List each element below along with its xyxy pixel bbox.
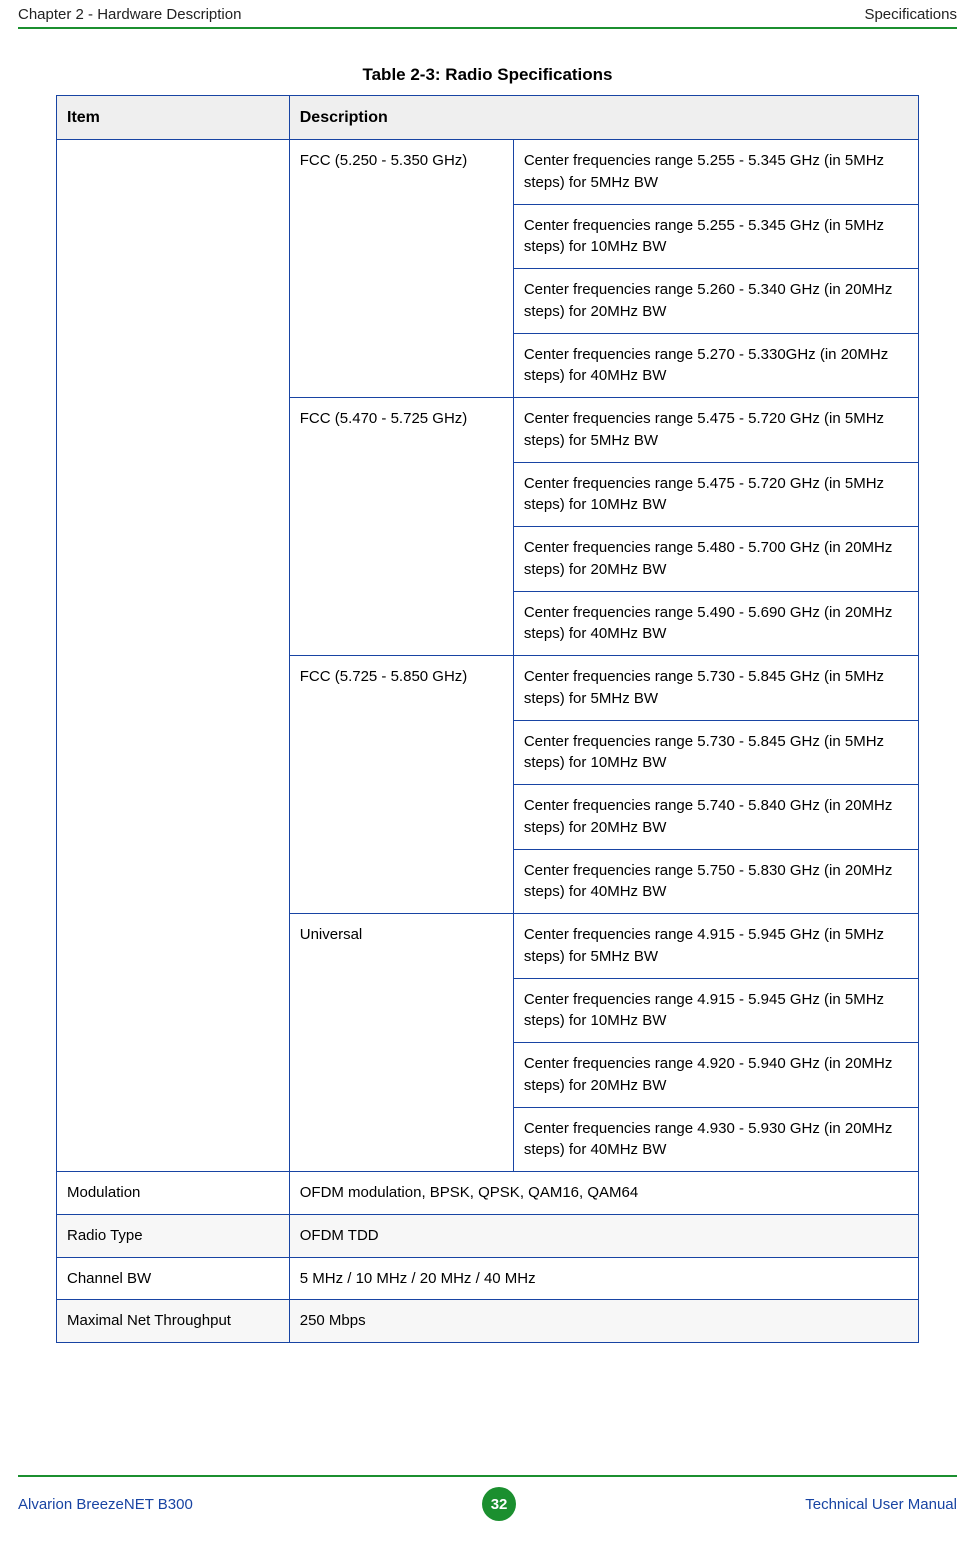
table-body: FCC (5.250 - 5.350 GHz)Center frequencie… [57, 140, 919, 1343]
footer-rule [18, 1475, 957, 1477]
desc-cell: Center frequencies range 5.270 - 5.330GH… [513, 333, 918, 398]
desc-cell: Center frequencies range 5.490 - 5.690 G… [513, 591, 918, 656]
band-cell: FCC (5.250 - 5.350 GHz) [289, 140, 513, 398]
page-number-badge: 32 [482, 1487, 516, 1521]
item-cell-empty [57, 140, 290, 1172]
desc-cell: Center frequencies range 5.475 - 5.720 G… [513, 398, 918, 463]
desc-cell: Center frequencies range 5.730 - 5.845 G… [513, 720, 918, 785]
col-header-item: Item [57, 96, 290, 140]
footer-row: Alvarion BreezeNET B300 32 Technical Use… [0, 1487, 975, 1521]
desc-cell: 250 Mbps [289, 1300, 918, 1343]
desc-cell: Center frequencies range 5.260 - 5.340 G… [513, 269, 918, 334]
table-row: Channel BW5 MHz / 10 MHz / 20 MHz / 40 M… [57, 1257, 919, 1300]
desc-cell: Center frequencies range 4.930 - 5.930 G… [513, 1107, 918, 1172]
header-right: Specifications [864, 6, 957, 23]
content-area: Table 2-3: Radio Specifications Item Des… [0, 29, 975, 1343]
desc-cell: 5 MHz / 10 MHz / 20 MHz / 40 MHz [289, 1257, 918, 1300]
desc-cell: Center frequencies range 5.255 - 5.345 G… [513, 204, 918, 269]
page-header: Chapter 2 - Hardware Description Specifi… [0, 0, 975, 27]
band-cell: Universal [289, 914, 513, 1172]
item-cell: Radio Type [57, 1214, 290, 1257]
table-header-row: Item Description [57, 96, 919, 140]
item-cell: Maximal Net Throughput [57, 1300, 290, 1343]
desc-cell: OFDM modulation, BPSK, QPSK, QAM16, QAM6… [289, 1172, 918, 1215]
desc-cell: Center frequencies range 4.915 - 5.945 G… [513, 914, 918, 979]
page-root: Chapter 2 - Hardware Description Specifi… [0, 0, 975, 1545]
col-header-description: Description [289, 96, 918, 140]
desc-cell: Center frequencies range 4.915 - 5.945 G… [513, 978, 918, 1043]
desc-cell: Center frequencies range 5.730 - 5.845 G… [513, 656, 918, 721]
spec-table: Item Description FCC (5.250 - 5.350 GHz)… [56, 95, 919, 1343]
desc-cell: Center frequencies range 5.475 - 5.720 G… [513, 462, 918, 527]
table-row: ModulationOFDM modulation, BPSK, QPSK, Q… [57, 1172, 919, 1215]
desc-cell: Center frequencies range 4.920 - 5.940 G… [513, 1043, 918, 1108]
header-left: Chapter 2 - Hardware Description [18, 6, 241, 23]
table-row: Radio TypeOFDM TDD [57, 1214, 919, 1257]
item-cell: Modulation [57, 1172, 290, 1215]
item-cell: Channel BW [57, 1257, 290, 1300]
table-caption: Table 2-3: Radio Specifications [56, 65, 919, 85]
page-footer: Alvarion BreezeNET B300 32 Technical Use… [0, 1475, 975, 1521]
desc-cell: Center frequencies range 5.480 - 5.700 G… [513, 527, 918, 592]
desc-cell: Center frequencies range 5.255 - 5.345 G… [513, 140, 918, 205]
band-cell: FCC (5.725 - 5.850 GHz) [289, 656, 513, 914]
band-cell: FCC (5.470 - 5.725 GHz) [289, 398, 513, 656]
desc-cell: Center frequencies range 5.740 - 5.840 G… [513, 785, 918, 850]
footer-right: Technical User Manual [805, 1496, 957, 1513]
table-row: FCC (5.250 - 5.350 GHz)Center frequencie… [57, 140, 919, 205]
table-row: Maximal Net Throughput250 Mbps [57, 1300, 919, 1343]
desc-cell: Center frequencies range 5.750 - 5.830 G… [513, 849, 918, 914]
desc-cell: OFDM TDD [289, 1214, 918, 1257]
footer-left: Alvarion BreezeNET B300 [18, 1496, 193, 1513]
